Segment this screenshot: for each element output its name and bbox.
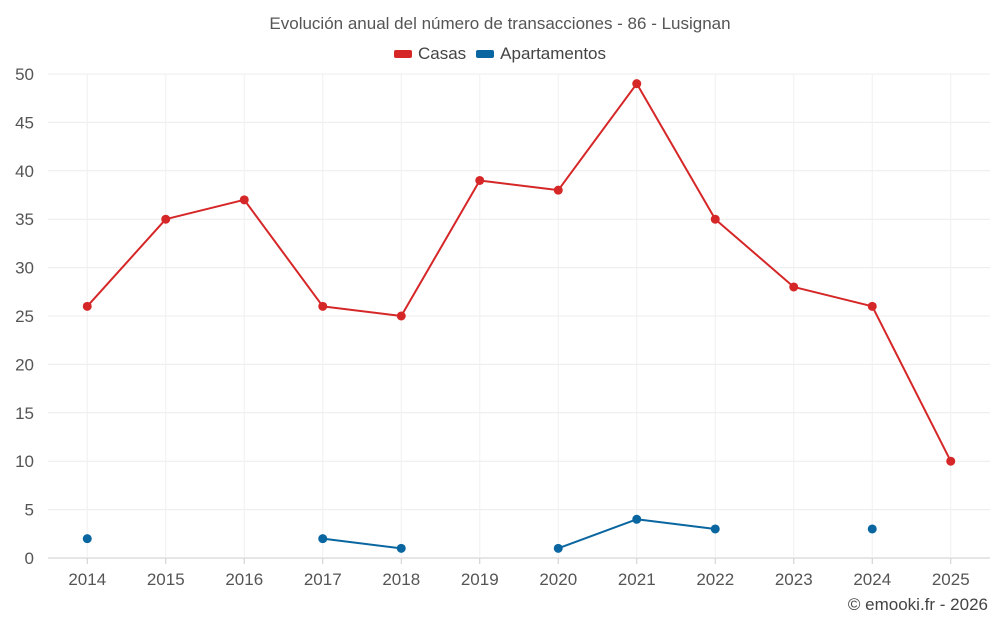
x-tick-label-2022: 2022 bbox=[696, 570, 734, 589]
y-tick-label-5: 5 bbox=[25, 501, 34, 520]
legend-label-casas: Casas bbox=[417, 44, 467, 63]
series-line-casas bbox=[86, 82, 952, 462]
x-tick-label-2019: 2019 bbox=[461, 570, 499, 589]
data-point-casas-2019 bbox=[475, 175, 485, 185]
data-point-casas-2016 bbox=[239, 195, 249, 205]
data-point-casas-2025 bbox=[946, 456, 956, 466]
chart-title: Evolución anual del número de transaccio… bbox=[269, 14, 731, 33]
x-tick-label-2016: 2016 bbox=[225, 570, 263, 589]
data-point-apartamentos-2014 bbox=[82, 534, 92, 544]
legend-item-apartamentos[interactable]: Apartamentos bbox=[476, 44, 606, 64]
data-point-apartamentos-2018 bbox=[396, 543, 406, 553]
legend: Casas Apartamentos bbox=[0, 44, 1000, 64]
x-tick-label-2020: 2020 bbox=[539, 570, 577, 589]
data-point-casas-2023 bbox=[789, 282, 799, 292]
data-point-casas-2015 bbox=[161, 214, 171, 224]
x-tick-label-2024: 2024 bbox=[853, 570, 891, 589]
y-tick-label-10: 10 bbox=[15, 452, 34, 471]
x-tick-label-2015: 2015 bbox=[147, 570, 185, 589]
series-line-apartamentos bbox=[322, 537, 402, 550]
data-point-apartamentos-2022 bbox=[710, 524, 720, 534]
y-tick-label-0: 0 bbox=[25, 549, 34, 568]
y-tick-label-35: 35 bbox=[15, 210, 34, 229]
y-tick-label-40: 40 bbox=[15, 162, 34, 181]
data-point-apartamentos-2024 bbox=[867, 524, 877, 534]
legend-item-casas[interactable]: Casas bbox=[393, 44, 467, 64]
copyright-footer: © emooki.fr - 2026 bbox=[847, 595, 988, 614]
series-layer bbox=[82, 79, 956, 553]
y-tick-label-15: 15 bbox=[15, 404, 34, 423]
y-tick-label-45: 45 bbox=[15, 113, 34, 132]
legend-swatch-casas bbox=[393, 50, 412, 58]
x-tick-label-2014: 2014 bbox=[68, 570, 106, 589]
data-point-apartamentos-2020 bbox=[553, 543, 563, 553]
data-point-casas-2024 bbox=[867, 301, 877, 311]
x-tick-label-2025: 2025 bbox=[932, 570, 970, 589]
legend-swatch-apartamentos bbox=[476, 50, 495, 58]
x-tick-label-2023: 2023 bbox=[775, 570, 813, 589]
y-tick-label-25: 25 bbox=[15, 307, 34, 326]
grid-lines bbox=[48, 73, 990, 559]
data-point-casas-2021 bbox=[632, 79, 642, 89]
data-point-casas-2017 bbox=[318, 301, 328, 311]
data-point-apartamentos-2017 bbox=[318, 534, 328, 544]
legend-label-apartamentos: Apartamentos bbox=[500, 44, 607, 63]
y-tick-label-50: 50 bbox=[15, 65, 34, 84]
data-point-casas-2020 bbox=[553, 185, 563, 195]
data-point-apartamentos-2021 bbox=[632, 514, 642, 524]
data-point-casas-2022 bbox=[710, 214, 720, 224]
y-tick-label-20: 20 bbox=[15, 355, 34, 374]
x-tick-label-2021: 2021 bbox=[618, 570, 656, 589]
y-tick-label-30: 30 bbox=[15, 259, 34, 278]
x-tick-label-2017: 2017 bbox=[304, 570, 342, 589]
data-point-casas-2018 bbox=[396, 311, 406, 321]
data-point-casas-2014 bbox=[82, 301, 92, 311]
x-tick-label-2018: 2018 bbox=[382, 570, 420, 589]
